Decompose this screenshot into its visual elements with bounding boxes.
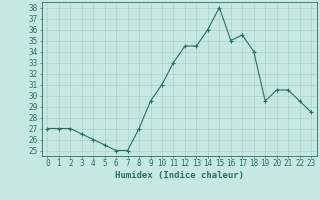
X-axis label: Humidex (Indice chaleur): Humidex (Indice chaleur) <box>115 171 244 180</box>
